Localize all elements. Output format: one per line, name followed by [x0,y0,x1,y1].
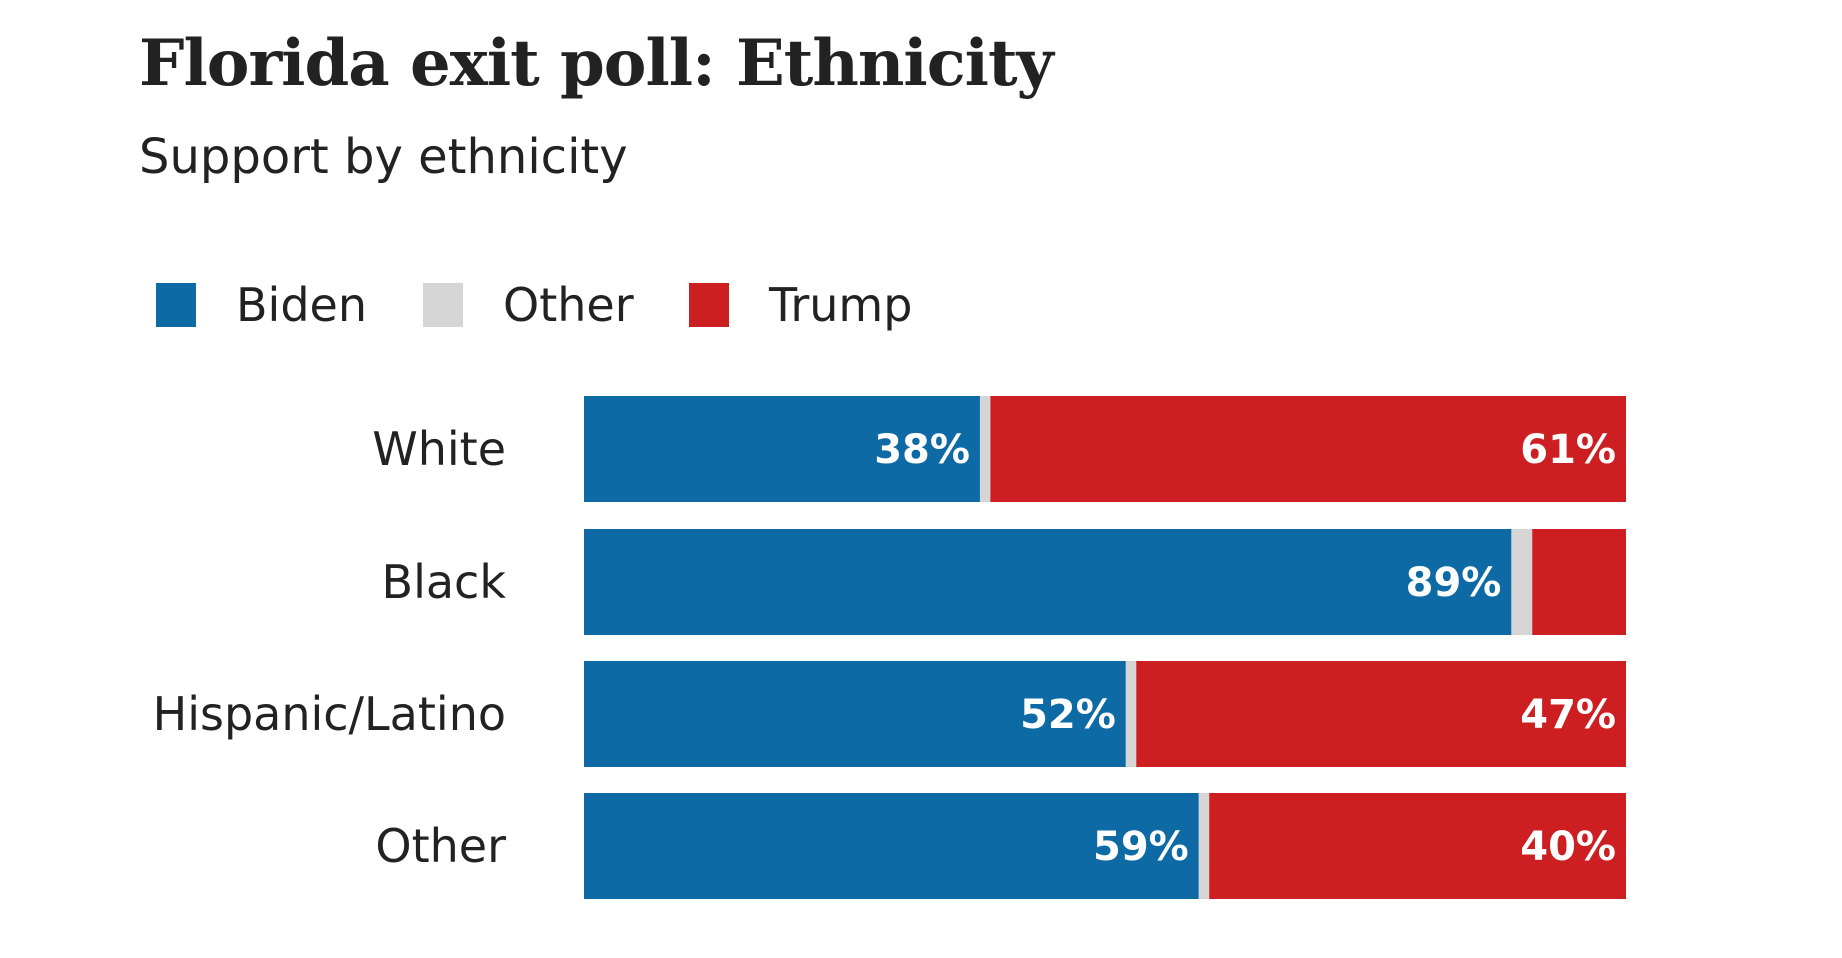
value-label-trump: 40% [1520,824,1616,870]
legend-label-other: Other [503,278,634,332]
bar-segment-other [1198,793,1210,899]
legend-label-biden: Biden [236,278,367,332]
value-label-biden: 52% [1020,692,1116,738]
bar-segment-biden [584,396,980,502]
legend-label-trump: Trump [769,278,913,332]
category-label: Hispanic/Latino [153,687,506,741]
bar-segment-trump [990,396,1626,502]
bar-segment-other [1511,529,1533,635]
bar-segment-biden [584,793,1199,899]
bar-segment-biden [584,661,1126,767]
bar-segment-other [979,396,991,502]
bar-segment-trump [1532,529,1626,635]
bar-segment-trump [1209,793,1626,899]
value-label-biden: 59% [1093,824,1189,870]
bar-segment-other [1125,661,1137,767]
value-label-biden: 38% [874,427,970,473]
legend-swatch-biden [156,283,196,327]
value-label-biden: 89% [1406,560,1502,606]
value-label-trump: 61% [1520,427,1616,473]
legend-swatch-other [423,283,463,327]
category-label: Other [375,819,506,873]
bar-segment-biden [584,529,1512,635]
chart-title: Florida exit poll: Ethnicity [139,26,1054,101]
legend-swatch-trump [689,283,729,327]
chart-subtitle: Support by ethnicity [139,129,628,185]
category-label: White [372,422,506,476]
category-label: Black [382,555,507,609]
bar-segment-trump [1136,661,1626,767]
value-label-trump: 47% [1520,692,1616,738]
